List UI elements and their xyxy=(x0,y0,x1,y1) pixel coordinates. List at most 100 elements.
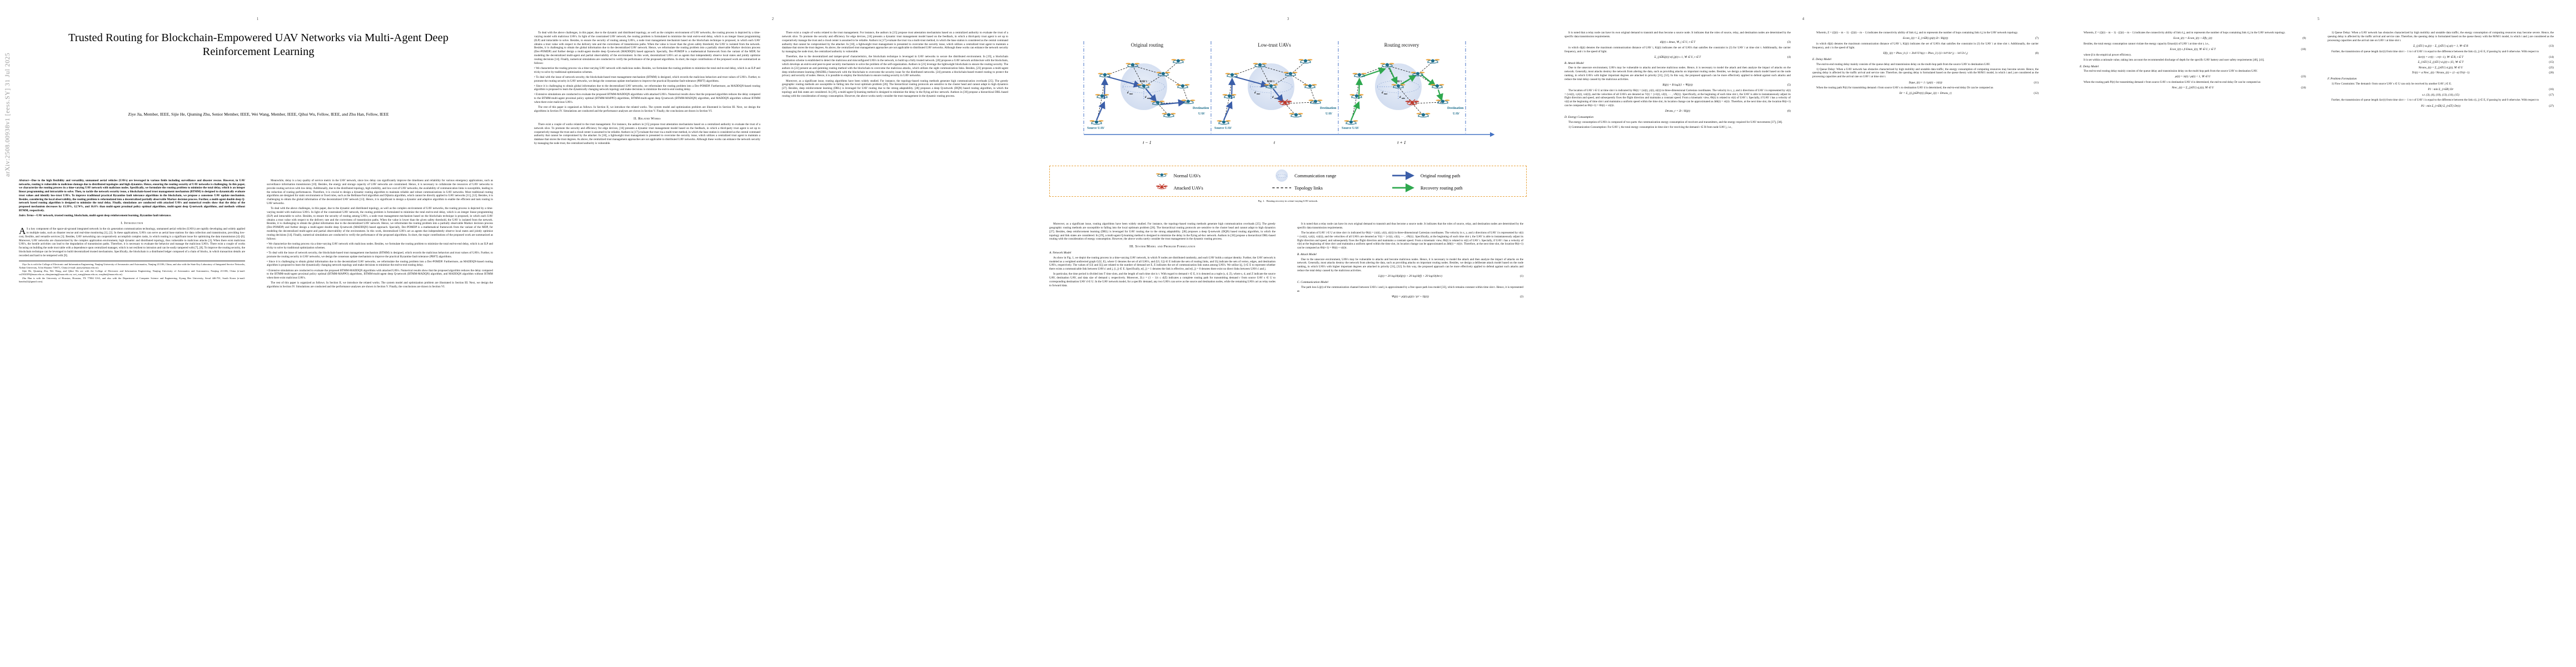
page4-column-left: It is noted that a relay node can have i… xyxy=(1564,31,1791,131)
delay-para-1: The end-to-end routing delay mainly cons… xyxy=(1816,62,1991,66)
equation-27: P2 : min Σ_{r∈R} Σ_{t∈T} Dr(t) (27) xyxy=(2328,104,2554,108)
svg-text:Destination: Destination xyxy=(1320,107,1337,110)
intro-bullet-4: • Extensive simulations are conducted to… xyxy=(267,268,493,280)
svg-text:UAV: UAV xyxy=(1326,112,1333,116)
p3-para-a: Moreover, as a significant issue, routin… xyxy=(1049,222,1275,241)
equation-7-number: (7) xyxy=(2035,37,2039,41)
svg-text:Topology links: Topology links xyxy=(1294,185,1323,191)
page-number-3: 3 xyxy=(1287,17,1289,21)
page2-column-left: To deal with the above challenges, in th… xyxy=(534,31,760,147)
equation-4-body: Σ_{j∈Kij(t)} e(i,j)(t) ≤ 1, ∀i ∈ U, t ∈ … xyxy=(1654,55,1701,59)
intro-bullet-2: • To deal with the issue of network secu… xyxy=(267,251,493,258)
equation-23-number: (23) xyxy=(2301,75,2306,79)
equation-11: Dque_i(t) = 1 / (μi(t) − λi(t)) (11) xyxy=(1812,81,2039,84)
p5-para-3: where β is the empirical power efficienc… xyxy=(2084,53,2132,57)
energy-para-1: The energy consumption of UAVs is compos… xyxy=(1568,120,1783,124)
attack-para-1: Due to the unsecure environment, UAVs ma… xyxy=(1297,257,1523,273)
svg-text:t: t xyxy=(1274,140,1275,145)
equation-27-number: (27) xyxy=(2549,104,2554,108)
equation-14: Δcr(t) = cr(t) − cr(t−1), ∀r ∈ R, t ∈ T … xyxy=(2328,56,2554,59)
svg-text:t − 1: t − 1 xyxy=(1143,140,1152,145)
svg-text:d: d xyxy=(1399,96,1401,99)
section-heading-related-works: II. Related Works xyxy=(634,117,661,121)
page-number-4: 4 xyxy=(1802,17,1805,21)
drop-cap: A xyxy=(19,226,26,237)
system-para-4: The location of UAV i ∈ U at time slot t… xyxy=(1297,231,1523,250)
equation-13-body: Σ_{j∈U} xs,j(t) − Σ_{j∈U} xj,s(t) = 1, ∀… xyxy=(2413,44,2468,48)
p5-para-1: Wherein, Z = (ζi(t) − m − 1) · (ζi(t) − … xyxy=(2084,31,2286,34)
equation-10-number: (10) xyxy=(2301,48,2306,52)
equation-17: s.t. (3), (4), (10), (13), (14), (15) (1… xyxy=(2328,93,2554,97)
equation-23-body: ρi(t) = λi(t) / μi(t) < 1, ∀i ∈ U xyxy=(2175,75,2211,79)
equation-13: Σ_{j∈U} xs,j(t) − Σ_{j∈U} xj,s(t) = 1, ∀… xyxy=(2328,44,2554,48)
page-3: 3 xyxy=(1030,0,1546,667)
subsection-delay: E. Delay Model xyxy=(1812,58,1831,62)
svg-text:Destination: Destination xyxy=(1193,107,1209,110)
page1-column-left: Abstract—Due to the high flexibility and… xyxy=(19,179,245,284)
problem-para-2: Further, the transmission of queue lengt… xyxy=(2331,98,2539,102)
p5-para-2: Besides, the total energy consumption ca… xyxy=(2084,42,2210,46)
equation-5: Rij(t) = B log2(1 + Ψij(t)) (5) xyxy=(1564,83,1791,87)
svg-text:Source UAV: Source UAV xyxy=(1087,127,1105,130)
equation-16-body: P1 : min Σ_{r∈R} Dr xyxy=(2428,88,2454,92)
arxiv-stamp: arXiv:2508.00938v1 [eess.SY] 31 Jul 2025 xyxy=(4,52,11,177)
svg-text:Destination: Destination xyxy=(1447,107,1464,110)
svg-text:Communication range: Communication range xyxy=(1294,173,1337,178)
equation-24-body: Nrec_i(t) = Σ_{j∈U} xj,i(t), ∀i ∈ U xyxy=(2171,86,2214,90)
svg-text:d: d xyxy=(1254,92,1256,94)
page-number-2: 2 xyxy=(771,17,774,21)
footnote-3: Zhu Han is with the University of Housto… xyxy=(19,277,245,283)
subsection-attack-model-2: B. Attack Model xyxy=(1564,61,1584,65)
equation-16-number: (16) xyxy=(2549,88,2554,92)
equation-24-number: (24) xyxy=(2301,86,2306,90)
figure-caption-text: Routing recovery in a time-varying UAV n… xyxy=(1266,200,1318,202)
svg-text:Recovery routing path: Recovery routing path xyxy=(1421,185,1463,191)
svg-text:d: d xyxy=(1145,96,1147,99)
page1-column-right: Meanwhile, delay is a key quality of ser… xyxy=(267,179,493,290)
figure-legend: Normal UAVs Communication range Original… xyxy=(1049,166,1527,197)
figure-caption: Fig. 1. Routing recovery in a time-varyi… xyxy=(1049,200,1527,202)
equation-8-number: (8) xyxy=(2035,52,2039,56)
subsection-energy: D. Energy Consumption xyxy=(1564,116,1594,120)
figure-legend-graphic: Normal UAVs Communication range Original… xyxy=(1155,169,1463,192)
equation-6-body: Dtrans_r = Zr / Rij(t) xyxy=(1665,109,1690,113)
svg-text:max: max xyxy=(1384,93,1388,95)
p4-para-2: in which dij(t) denotes the maximum comm… xyxy=(1564,46,1791,53)
equation-5-number: (5) xyxy=(1787,83,1791,87)
p2-bullet-1: • We characterize the routing process vi… xyxy=(534,66,760,74)
page-number-5: 5 xyxy=(2317,17,2320,21)
page2-column-right: There exist a couple of works related to… xyxy=(782,31,1008,99)
equation-7: Ecom_i(t) = Σ_{r∈R} (pi(t) Zr / Rij(t)) … xyxy=(1812,37,2039,40)
equation-26-number: (26) xyxy=(2549,71,2554,75)
svg-text:min: min xyxy=(1147,97,1150,99)
p4-attack: Due to the unsecure environment, UAVs ma… xyxy=(1564,66,1791,81)
page-number-1: 1 xyxy=(256,17,259,21)
equation-25: Ntrans_i(t) = Σ_{j∈U} xi,j(t), ∀i ∈ U (2… xyxy=(2328,66,2554,69)
related-para-2: Therefore, due to the decentralized and … xyxy=(782,55,1008,78)
svg-text:UAV i: UAV i xyxy=(1267,81,1274,83)
delay-para-2: 1) Queue Delay: When a UAV network has o… xyxy=(1812,67,2039,79)
index-terms-block: Index Terms—UAV network, trusted routing… xyxy=(19,214,245,218)
p4-para-1: It is noted that a relay node can have i… xyxy=(1564,31,1791,38)
footnote-block: Ziye Jia is with the College of Electron… xyxy=(19,260,245,283)
equation-6: Dtrans_r = Zr / Rij(t) (6) xyxy=(1564,109,1791,113)
equation-9: Econ_i(t) = Ecom_i(t) + Efly_i(t) (9) xyxy=(2080,37,2306,40)
equation-3-number: (3) xyxy=(1787,41,1791,44)
equation-14-body: Δcr(t) = cr(t) − cr(t−1), ∀r ∈ R, t ∈ T xyxy=(2418,55,2464,59)
svg-text:max: max xyxy=(1257,93,1260,95)
equation-15-body: Σ_{i∈U} Σ_{j∈U} xi,j(t) ≤ |E|, ∀t ∈ T xyxy=(2418,61,2464,64)
svg-text:Low-trust UAVs: Low-trust UAVs xyxy=(1258,42,1291,48)
equation-8: Efly_i(t) = Phov_b (1 + 3‖ν‖²/U²tip) + P… xyxy=(1812,52,2039,55)
system-para-2: In particular, the time period is divide… xyxy=(1049,272,1275,287)
svg-text:Original routing path: Original routing path xyxy=(1421,173,1461,178)
p2-bullet-2: • To deal with the issue of network secu… xyxy=(534,75,760,83)
related-para-3: Moreover, as a significant issue, routin… xyxy=(782,79,1008,98)
page3-column-left: Moreover, as a significant issue, routin… xyxy=(1049,222,1275,289)
author-list: Ziye Jia, Member, IEEE, Sijie He, Qiumin… xyxy=(33,111,484,117)
p2-bullet-4: • Extensive simulations are conducted to… xyxy=(534,93,760,104)
p5-delay-2: When the routing path Pi(t) for transmit… xyxy=(2084,80,2261,84)
svg-text:d: d xyxy=(1382,92,1383,94)
section-heading-system-model: III. System Model and Problem Formulatio… xyxy=(1129,245,1195,249)
